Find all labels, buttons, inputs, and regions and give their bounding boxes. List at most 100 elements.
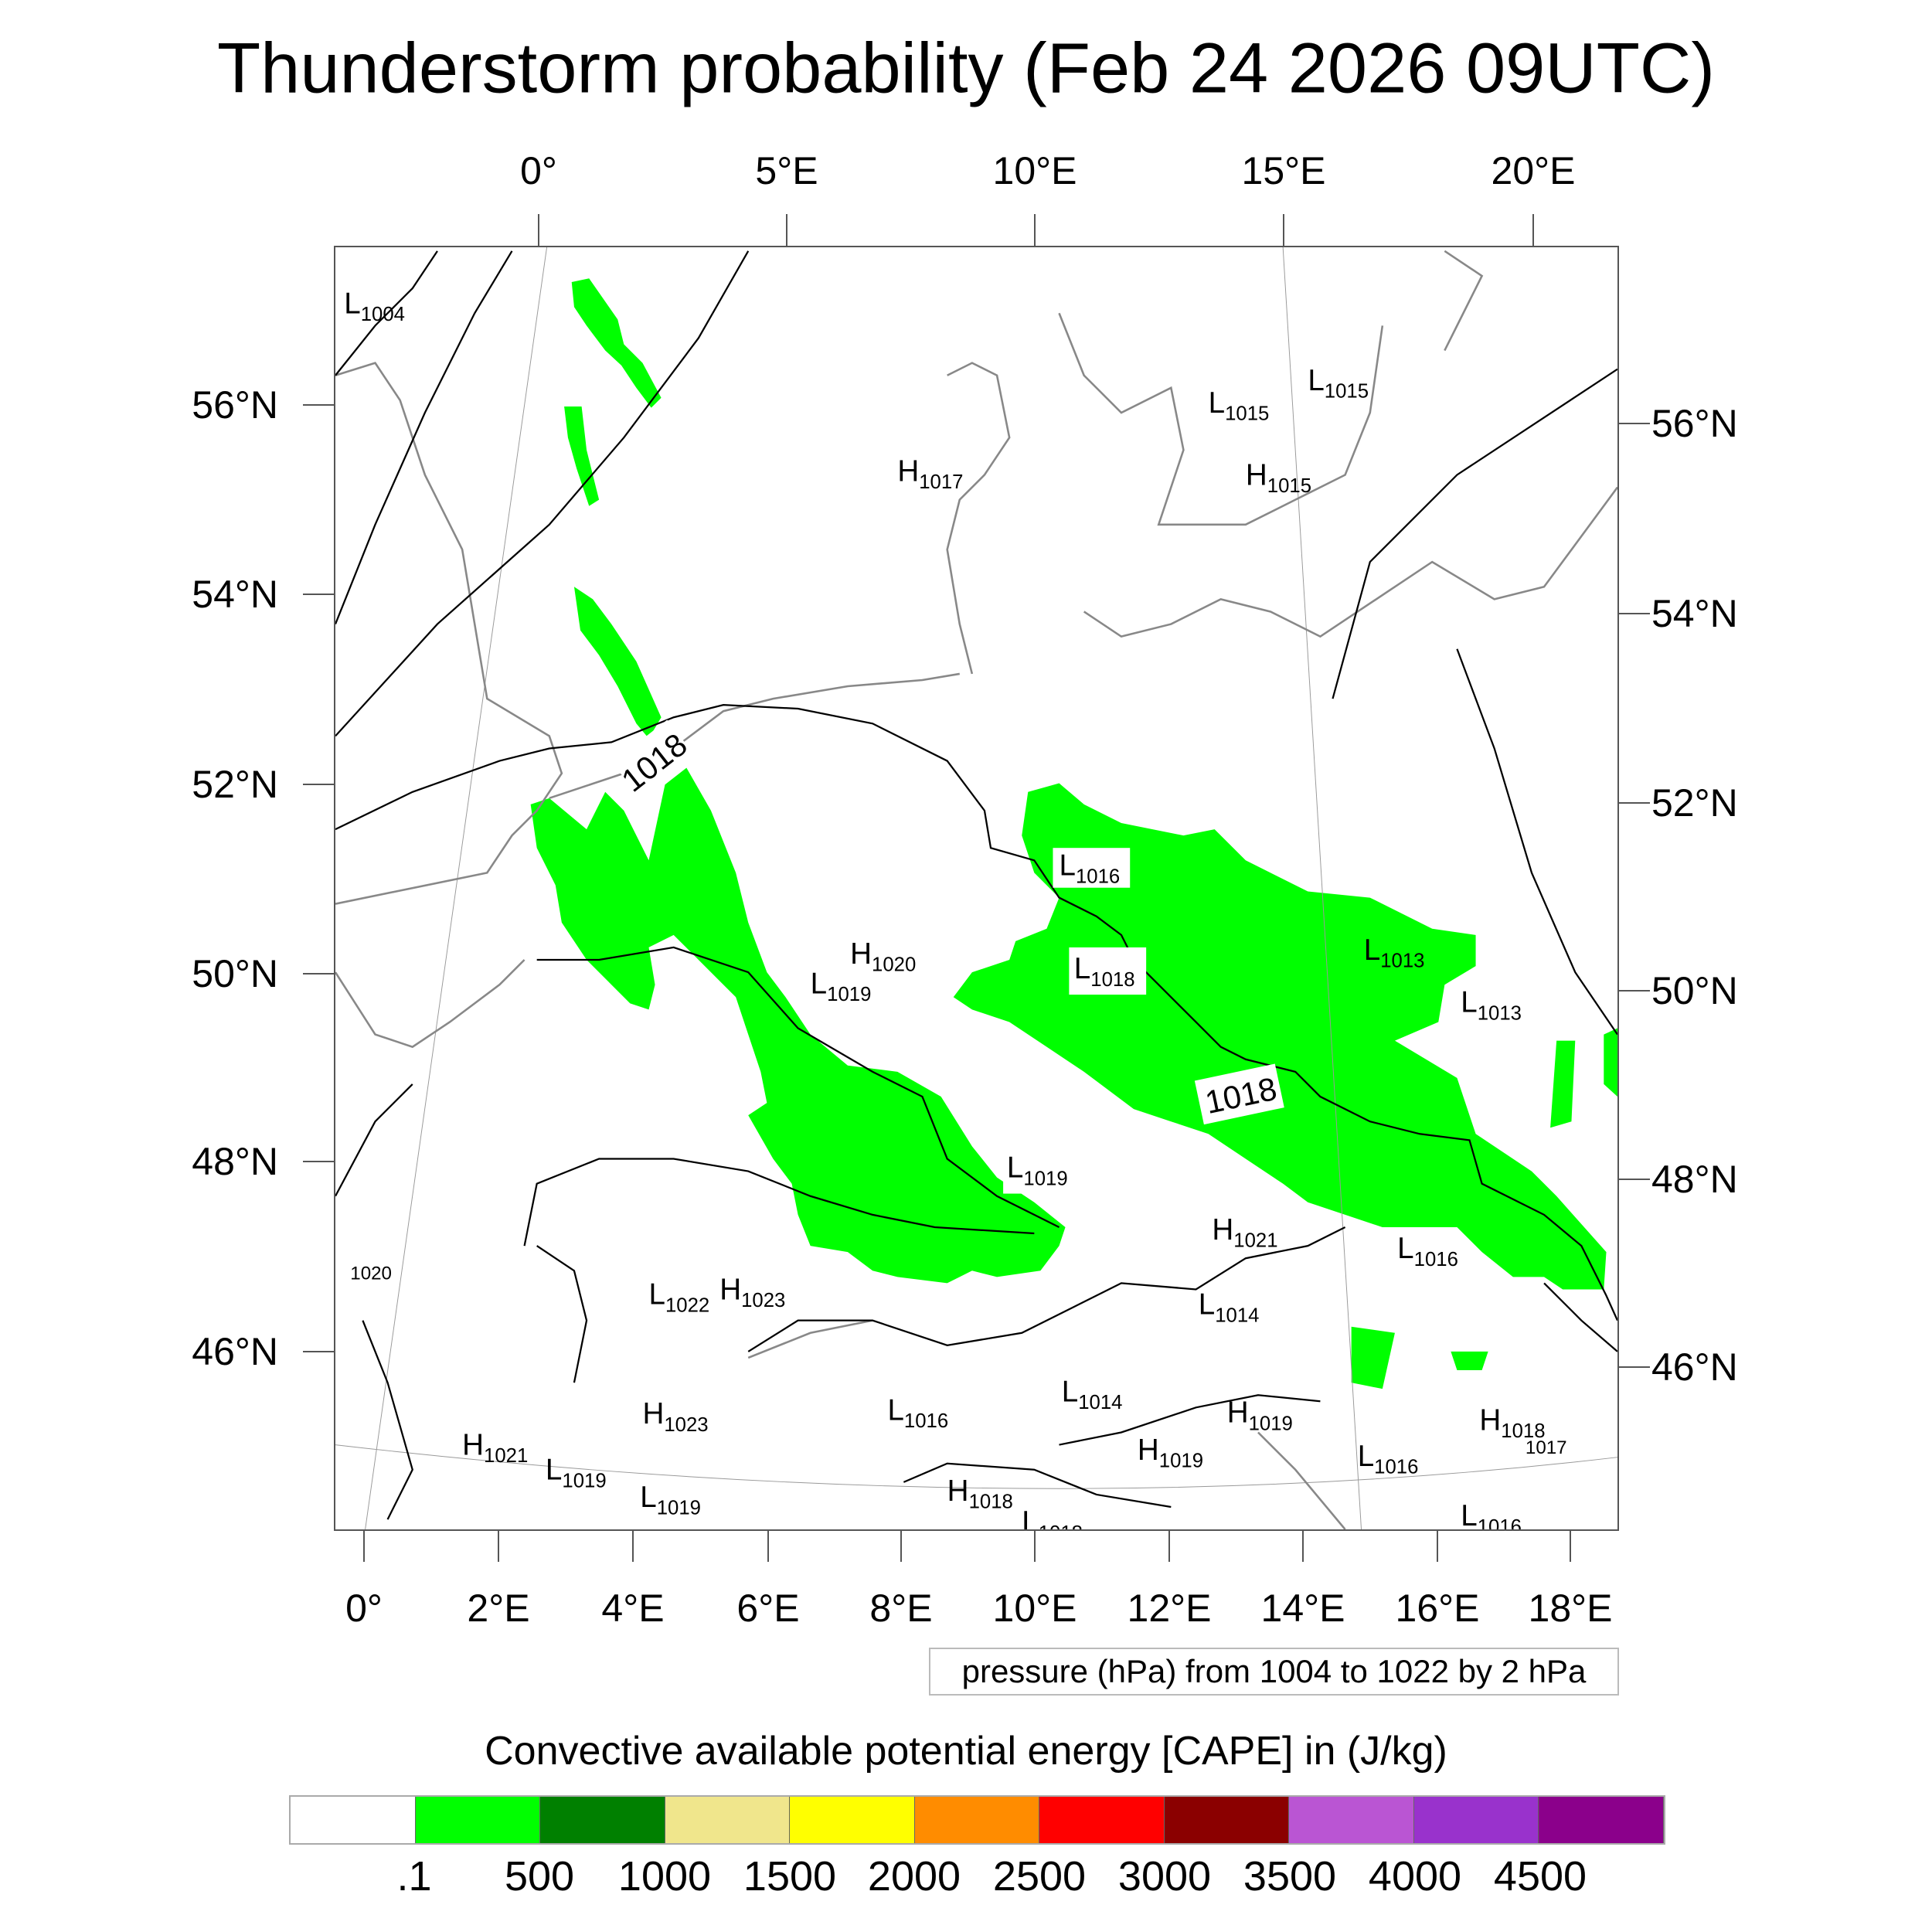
colorbar-swatch <box>790 1797 915 1843</box>
left-tick-label: 56°N <box>192 383 278 427</box>
colorbar-swatch <box>1164 1797 1290 1843</box>
colorbar-swatch <box>540 1797 665 1843</box>
right-tick-label: 46°N <box>1651 1345 1738 1389</box>
colorbar-swatch <box>1039 1797 1165 1843</box>
colorbar-label: 4000 <box>1368 1853 1462 1900</box>
high-pressure-label: H1023 <box>719 1273 785 1311</box>
colorbar-title: Convective available potential energy [C… <box>485 1729 1447 1774</box>
high-pressure-label: H1018 <box>1479 1403 1545 1442</box>
left-tick-label: 50°N <box>192 952 278 995</box>
low-pressure-label: L1015 <box>1209 386 1270 425</box>
bottom-tick-label: 14°E <box>1260 1587 1345 1630</box>
low-pressure-label: L1016 <box>1397 1232 1458 1270</box>
high-pressure-label: H1019 <box>1227 1396 1293 1435</box>
low-pressure-label: L1019 <box>546 1454 607 1492</box>
colorbar-label: 500 <box>504 1853 575 1900</box>
colorbar-label: 1000 <box>617 1853 712 1900</box>
high-pressure-label: H1017 <box>897 455 963 494</box>
low-pressure-label: L1016 <box>1060 849 1121 888</box>
pressure-centers: L1004H1017L1015L1015H1015L1016H1020L1019… <box>344 287 1545 1529</box>
colorbar-label: 3500 <box>1243 1853 1337 1900</box>
low-pressure-label: L1014 <box>1199 1288 1260 1327</box>
cape-region <box>1451 1351 1488 1371</box>
bottom-tick-label: 6°E <box>736 1587 800 1630</box>
colorbar <box>289 1795 1665 1845</box>
top-tick-label: 10°E <box>992 149 1077 192</box>
low-pressure-label: L1016 <box>1358 1440 1419 1478</box>
cape-region <box>530 767 1066 1284</box>
cape-gap <box>997 1059 1271 1215</box>
right-tick-label: 48°N <box>1651 1158 1738 1201</box>
colorbar-label: 1500 <box>743 1853 837 1900</box>
cape-region <box>1351 1326 1395 1389</box>
low-pressure-label: L1019 <box>811 967 872 1005</box>
graticule <box>335 247 1617 1529</box>
colorbar-swatch <box>1289 1797 1414 1843</box>
coastlines <box>335 250 1617 1529</box>
top-tick-label: 15°E <box>1241 149 1326 192</box>
cape-region <box>564 406 600 506</box>
top-tick-label: 20°E <box>1491 149 1576 192</box>
map-panel: 1018 1018 1020 1017 L1004 H1017 L1015 L1015… <box>334 246 1619 1531</box>
colorbar-swatch <box>665 1797 791 1843</box>
chart-title: Thunderstorm probability (Feb 24 2026 09… <box>216 29 1716 108</box>
cape-region <box>1604 1028 1617 1097</box>
right-tick-label: 52°N <box>1651 781 1738 825</box>
colorbar-label: .1 <box>396 1853 432 1900</box>
colorbar-swatch <box>914 1797 1040 1843</box>
high-pressure-label: H1019 <box>1138 1434 1203 1472</box>
cape-region <box>953 783 1607 1290</box>
high-pressure-label: H1018 <box>947 1475 1013 1513</box>
colorbar-swatch <box>415 1797 541 1843</box>
high-pressure-label: H1021 <box>1212 1213 1277 1252</box>
low-pressure-label: L1019 <box>1007 1151 1068 1190</box>
colorbar-label: 3000 <box>1117 1853 1212 1900</box>
bottom-tick-label: 10°E <box>992 1587 1077 1630</box>
top-tick-label: 0° <box>520 149 557 192</box>
cape-region <box>571 278 662 408</box>
colorbar-swatch <box>1539 1797 1665 1843</box>
left-tick-label: 48°N <box>192 1140 278 1183</box>
map-svg: 1018 1018 1020 1017 L1004H1017L1015L1015… <box>335 247 1617 1529</box>
colorbar-label: 2000 <box>867 1853 961 1900</box>
left-tick-label: 46°N <box>192 1330 278 1373</box>
cape-fill <box>530 278 1617 1389</box>
top-tick-label: 5°E <box>755 149 818 192</box>
low-pressure-label: L1018 <box>1022 1505 1083 1529</box>
cape-region <box>1550 1040 1576 1128</box>
low-pressure-label: L1013 <box>1364 934 1425 972</box>
bottom-tick-label: 8°E <box>869 1587 933 1630</box>
bottom-tick-label: 12°E <box>1127 1587 1212 1630</box>
low-pressure-label: L1019 <box>640 1481 701 1519</box>
bottom-tick-label: 0° <box>345 1587 383 1630</box>
right-tick-label: 50°N <box>1651 969 1738 1012</box>
high-pressure-label: H1020 <box>850 937 916 976</box>
colorbar-label: 2500 <box>992 1853 1087 1900</box>
low-pressure-label: L1018 <box>1074 952 1135 991</box>
low-pressure-label: L1016 <box>887 1393 948 1432</box>
left-tick-label: 54°N <box>192 573 278 616</box>
colorbar-swatch <box>1413 1797 1539 1843</box>
low-pressure-label: L1016 <box>1461 1499 1522 1529</box>
high-pressure-label: H1023 <box>642 1397 708 1436</box>
low-pressure-label: L1004 <box>344 287 405 325</box>
contour-label: 1017 <box>1526 1437 1567 1458</box>
contour-legend: pressure (hPa) from 1004 to 1022 by 2 hP… <box>929 1648 1619 1696</box>
low-pressure-label: L1022 <box>648 1278 709 1317</box>
low-pressure-label: L1014 <box>1062 1375 1123 1413</box>
cape-region <box>573 587 662 739</box>
left-tick-label: 52°N <box>192 763 278 806</box>
high-pressure-label: H1021 <box>462 1428 528 1467</box>
colorbar-label: 4500 <box>1493 1853 1587 1900</box>
right-tick-label: 56°N <box>1651 402 1738 445</box>
low-pressure-label: L1015 <box>1308 364 1369 403</box>
colorbar-swatch <box>291 1797 416 1843</box>
right-tick-label: 54°N <box>1651 592 1738 635</box>
bottom-tick-label: 18°E <box>1528 1587 1613 1630</box>
pressure-contours <box>335 250 1617 1520</box>
bottom-tick-label: 16°E <box>1395 1587 1480 1630</box>
bottom-tick-label: 2°E <box>467 1587 530 1630</box>
contour-label: 1020 <box>350 1264 392 1284</box>
high-pressure-label: H1015 <box>1246 458 1311 497</box>
